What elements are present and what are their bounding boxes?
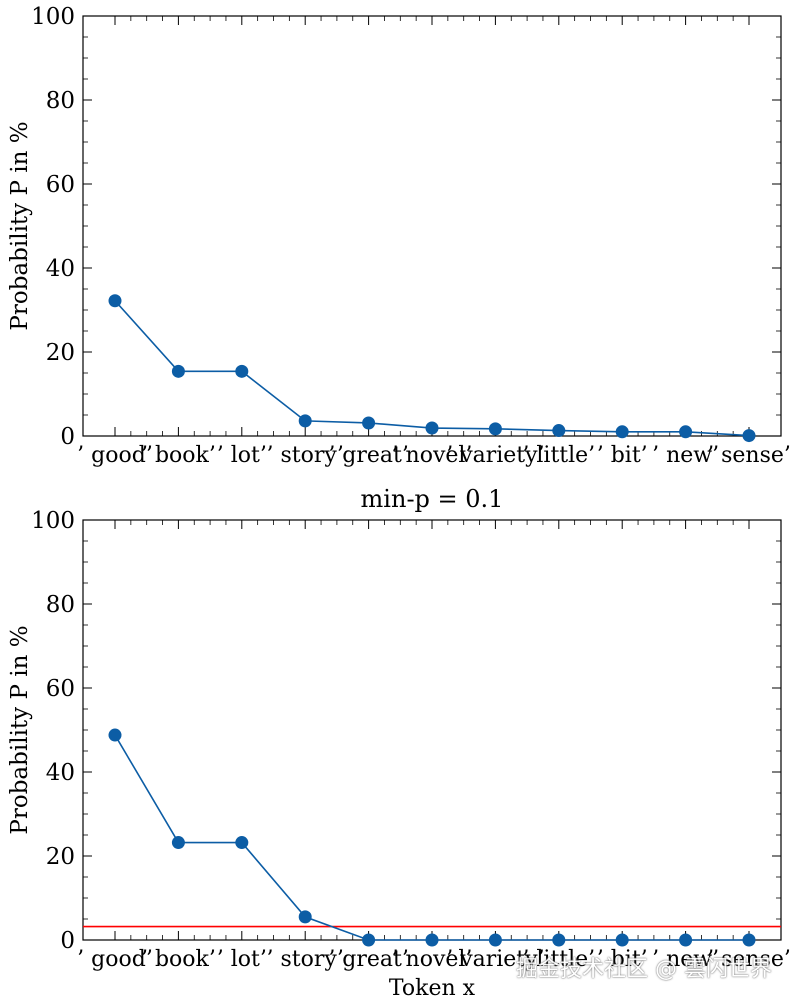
data-point — [425, 933, 439, 947]
x-tick-label: ’ book’ — [141, 947, 216, 972]
x-tick-label: ’ new’ — [652, 443, 719, 468]
data-point — [425, 421, 439, 435]
y-tick-label: 40 — [46, 760, 75, 786]
y-tick-label: 60 — [46, 676, 75, 702]
watermark-text: 掘金技术社区 @ 雲闪世界 — [516, 957, 772, 982]
x-tick-label: ’ sense’ — [707, 443, 791, 468]
data-point — [488, 422, 502, 436]
x-tick-label: ’ novel’ — [392, 947, 473, 972]
data-point — [742, 429, 756, 443]
x-tick-label: ’ little’ — [522, 443, 595, 468]
data-point — [552, 933, 566, 947]
x-tick-label: ’ good’ — [77, 443, 153, 468]
data-point — [362, 933, 376, 947]
data-point — [552, 424, 566, 438]
y-tick-label: 20 — [46, 340, 75, 366]
data-point — [108, 294, 122, 308]
y-axis-label-top: Probability P in % — [7, 121, 33, 330]
y-axis-label-bottom: Probability P in % — [7, 625, 33, 834]
data-point — [742, 933, 756, 947]
chart-panel-bottom: min-p = 0.1 Probability P in % Token x 0… — [7, 485, 791, 1001]
data-point — [615, 933, 629, 947]
x-tick-label: ’ variety’ — [446, 443, 544, 468]
y-tick-label: 100 — [31, 508, 75, 534]
data-point — [679, 933, 693, 947]
axes-frame — [82, 15, 782, 437]
y-tick-label: 80 — [46, 88, 75, 114]
chart-title-bottom: min-p = 0.1 — [361, 485, 504, 513]
series-line — [114, 734, 749, 941]
data-point — [679, 425, 693, 439]
data-point — [615, 425, 629, 439]
x-tick-label: ’ great’ — [328, 947, 409, 972]
y-tick-label: 80 — [46, 592, 75, 618]
data-point — [171, 364, 185, 378]
data-point — [298, 414, 312, 428]
x-tick-label: ’ lot’ — [217, 443, 267, 468]
axes-frame — [82, 519, 782, 941]
data-point — [362, 416, 376, 430]
x-tick-label: ’ good’ — [77, 947, 153, 972]
x-tick-label: ’ new’ — [652, 947, 719, 972]
data-point — [235, 836, 249, 850]
series-line — [114, 300, 750, 437]
x-axis-label-bottom: Token x — [389, 976, 476, 1001]
x-tick-label: ’ novel’ — [392, 443, 473, 468]
data-point — [171, 836, 185, 850]
y-tick-label: 0 — [60, 928, 75, 954]
y-tick-label: 100 — [31, 4, 75, 30]
data-point — [108, 728, 122, 742]
y-tick-label: 40 — [46, 256, 75, 282]
x-tick-label: ’ little’ — [522, 947, 595, 972]
x-tick-label: ’ book’ — [141, 443, 216, 468]
x-tick-label: ’ story’ — [267, 443, 344, 468]
y-tick-label: 0 — [60, 424, 75, 450]
x-tick-label: ’ story’ — [267, 947, 344, 972]
x-tick-label: ’ variety’ — [446, 947, 544, 972]
x-tick-label: ’ bit’ — [597, 947, 648, 972]
y-tick-label: 60 — [46, 172, 75, 198]
x-tick-label: ’ sense’ — [707, 947, 791, 972]
data-point — [235, 364, 249, 378]
x-tick-label: ’ bit’ — [597, 443, 648, 468]
x-tick-label: ’ lot’ — [217, 947, 267, 972]
y-tick-label: 20 — [46, 844, 75, 870]
data-point — [298, 910, 312, 924]
data-point — [488, 933, 502, 947]
x-tick-label: ’ great’ — [328, 443, 409, 468]
